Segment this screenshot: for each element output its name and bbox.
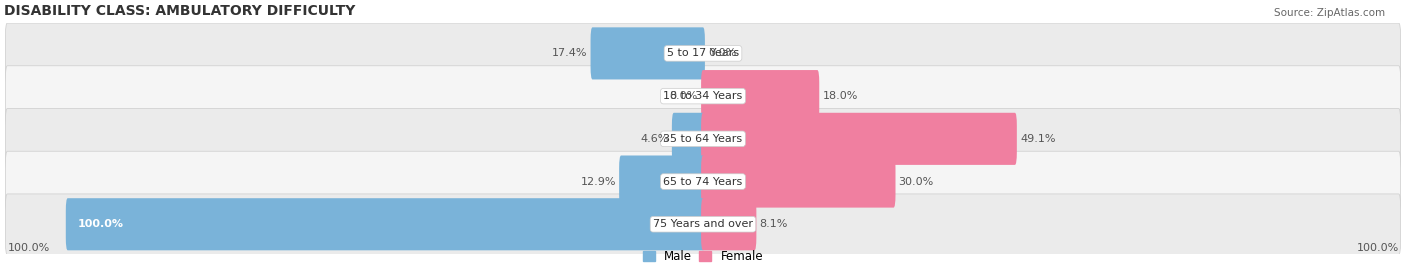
Text: 100.0%: 100.0% xyxy=(7,243,49,253)
Text: 75 Years and over: 75 Years and over xyxy=(652,219,754,229)
Text: 65 to 74 Years: 65 to 74 Years xyxy=(664,176,742,186)
Legend: Male, Female: Male, Female xyxy=(640,247,766,267)
Text: 8.1%: 8.1% xyxy=(759,219,787,229)
FancyBboxPatch shape xyxy=(6,151,1400,212)
FancyBboxPatch shape xyxy=(702,70,820,122)
Text: Source: ZipAtlas.com: Source: ZipAtlas.com xyxy=(1274,8,1385,18)
Text: 0.0%: 0.0% xyxy=(709,48,737,58)
Text: 49.1%: 49.1% xyxy=(1019,134,1056,144)
Text: DISABILITY CLASS: AMBULATORY DIFFICULTY: DISABILITY CLASS: AMBULATORY DIFFICULTY xyxy=(4,4,356,18)
Text: 4.6%: 4.6% xyxy=(640,134,669,144)
FancyBboxPatch shape xyxy=(672,113,704,165)
FancyBboxPatch shape xyxy=(702,113,1017,165)
FancyBboxPatch shape xyxy=(66,198,704,250)
Text: 17.4%: 17.4% xyxy=(553,48,588,58)
Text: 35 to 64 Years: 35 to 64 Years xyxy=(664,134,742,144)
FancyBboxPatch shape xyxy=(702,198,756,250)
Text: 100.0%: 100.0% xyxy=(77,219,124,229)
Text: 0.0%: 0.0% xyxy=(669,91,697,101)
Text: 18.0%: 18.0% xyxy=(823,91,858,101)
Text: 100.0%: 100.0% xyxy=(1357,243,1399,253)
FancyBboxPatch shape xyxy=(6,23,1400,84)
Text: 18 to 34 Years: 18 to 34 Years xyxy=(664,91,742,101)
FancyBboxPatch shape xyxy=(6,194,1400,254)
Text: 5 to 17 Years: 5 to 17 Years xyxy=(666,48,740,58)
FancyBboxPatch shape xyxy=(591,27,704,79)
Text: 30.0%: 30.0% xyxy=(898,176,934,186)
FancyBboxPatch shape xyxy=(6,108,1400,169)
FancyBboxPatch shape xyxy=(6,66,1400,126)
FancyBboxPatch shape xyxy=(619,155,704,208)
FancyBboxPatch shape xyxy=(702,155,896,208)
Text: 12.9%: 12.9% xyxy=(581,176,616,186)
